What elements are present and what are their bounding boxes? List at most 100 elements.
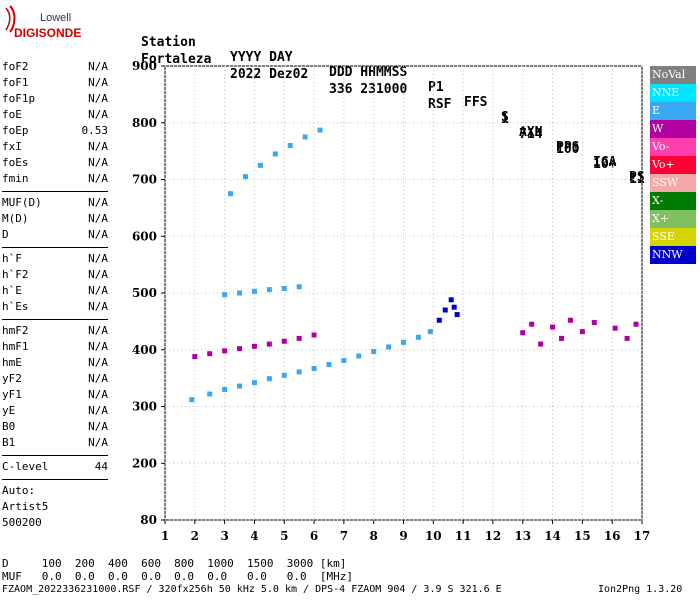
param-yE: yE N/A [2,404,108,420]
y-tick-label: 600 [132,229,157,243]
hdr-yyyy-day: YYYY DAY [230,50,293,65]
legend-item-sse: SSE [650,228,696,246]
param-name: h`F2 [2,268,29,281]
legend-item-x-plus: X+ [650,210,696,228]
data-point [567,317,573,323]
data-point [251,288,257,294]
param-name: D [2,228,9,241]
param-value: 44 [94,460,108,473]
legend-label: W [652,122,664,135]
param-name: foF1p [2,92,36,105]
data-point [302,134,308,140]
footer-muf-row: MUF 0.0 0.0 0.0 0.0 0.0 0.0 0.0 0.0 [MHz… [2,570,353,583]
data-point [237,290,243,296]
legend-item-noval: NoVal [650,66,696,84]
divider [2,479,108,480]
legend-item-ssw: SSW [650,174,696,192]
legend-item-nnw: NNW [650,246,696,264]
data-point [189,397,195,403]
x-tick-label: 15 [574,529,591,543]
data-point [251,343,257,349]
param-foF1p: foF1p N/A [2,92,108,108]
x-tick-label: 1 [161,529,169,543]
legend-label: X- [652,194,664,207]
param-m-d: M(D) N/A [2,212,108,228]
x-tick-label: 7 [340,529,348,543]
x-tick-label: 13 [514,529,531,543]
y-tick-label: 500 [132,286,157,300]
data-point [251,380,257,386]
divider [2,455,108,456]
footer-file-row: FZAOM_2022336231000.RSF / 320fx256h 50 k… [2,584,502,595]
legend-item-x-minus: X- [650,192,696,210]
param-name: foF2 [2,60,29,73]
data-point [257,162,263,168]
data-point [281,372,287,378]
legend-item-nne: NNE [650,84,696,102]
digisonde-logo: Lowell DIGISONDE [2,2,82,42]
pps-value: 100 [556,142,580,157]
param-yF1: yF1 N/A [2,388,108,404]
data-point [415,334,421,340]
param-value: N/A [88,60,108,73]
param-muf-d: MUF(D) N/A [2,196,108,212]
data-point [296,284,302,290]
param-name: MUF(D) [2,196,42,209]
ps-value: 11 [629,172,645,187]
param-value: N/A [88,212,108,225]
param-name: yE [2,404,16,417]
header-row-2: Fortaleza 2022 Dez02 336 231000 RSF 1 71… [141,37,661,187]
data-point [559,335,565,341]
legend-label: Vo+ [652,158,675,171]
param-hEs: h`Es N/A [2,300,108,316]
x-tick-label: 14 [544,529,561,543]
x-tick-label: 9 [399,529,407,543]
param-yF2: yF2 N/A [2,372,108,388]
y-tick-label: 80 [140,513,157,527]
footer-d-row: D 100 200 400 600 800 1000 1500 3000 [km… [2,557,347,570]
param-hF: h`F N/A [2,252,108,268]
param-value: N/A [88,300,108,313]
param-foEp: foEp 0.53 [2,124,108,140]
data-point [448,297,454,303]
param-B1: B1 N/A [2,436,108,452]
hdr-s: S [501,110,509,125]
x-tick-label: 6 [310,529,318,543]
hdr-station: Station [141,35,196,50]
auto-label-text: Auto: [2,484,36,497]
param-foEs: foEs N/A [2,156,108,172]
p1-value: RSF [428,97,452,112]
data-point [287,142,293,148]
auto-name: Artist5 [2,500,108,516]
param-value: N/A [88,420,108,433]
legend-label: SSE [652,230,675,243]
x-tick-label: 17 [634,529,651,543]
s-value: 1 [501,112,509,127]
divider [2,247,108,248]
param-value: N/A [88,356,108,369]
x-tick-label: 2 [191,529,199,543]
param-fmin: fmin N/A [2,172,108,188]
x-tick-label: 10 [425,529,442,543]
param-B0: B0 N/A [2,420,108,436]
y-tick-label: 300 [132,400,157,414]
param-name: yF1 [2,388,22,401]
hdr-pps: PPS [556,140,580,155]
hdr-ddd-hhmmss: DDD HHMMSS [329,65,408,80]
param-name: B0 [2,420,16,433]
data-point [296,369,302,375]
y-tick-label: 700 [132,173,157,187]
divider [2,191,108,192]
x-tick-label: 4 [250,529,258,543]
data-point [311,332,317,338]
divider [2,319,108,320]
param-foF1: foF1 N/A [2,76,108,92]
param-c-level: C-level 44 [2,460,108,476]
param-value: N/A [88,268,108,281]
data-point [317,127,323,133]
data-point [633,321,639,327]
data-point [222,292,228,298]
data-point [520,330,526,336]
data-point [266,376,272,382]
